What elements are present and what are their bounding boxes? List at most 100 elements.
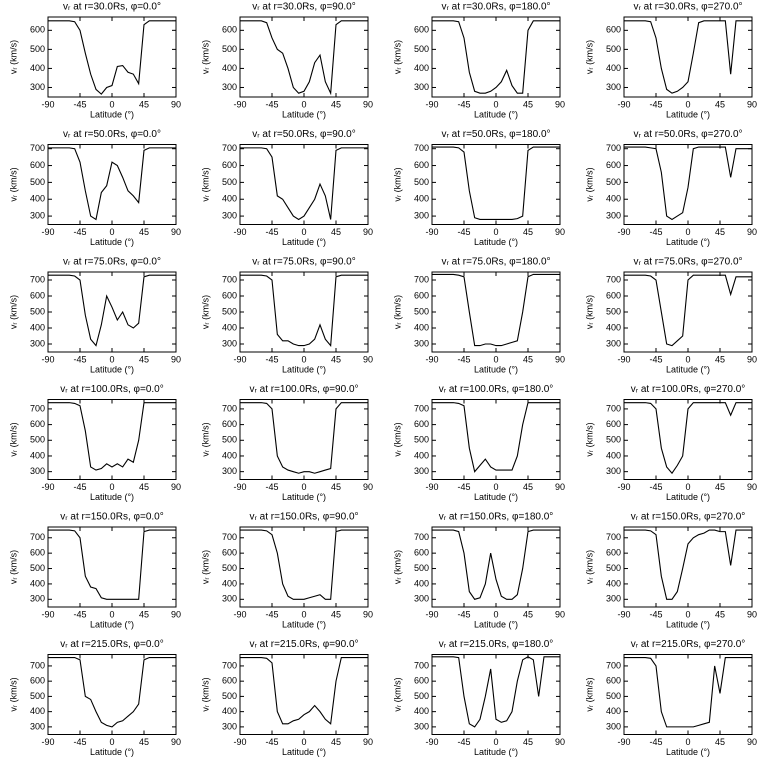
x-tick-label: 45 (139, 227, 149, 237)
x-tick-label: 45 (715, 482, 725, 492)
x-tick-label: 0 (301, 737, 306, 747)
x-axis-label: Latitude (°) (90, 492, 134, 502)
panel-title: vᵣ at r=215.0Rs, φ=270.0° (631, 639, 746, 650)
plot-frame (47, 144, 177, 225)
data-line (432, 529, 560, 600)
panel-title: vᵣ at r=50.0Rs, φ=90.0° (252, 129, 356, 140)
y-tick-label: 700 (222, 660, 237, 670)
data-line (432, 146, 560, 220)
y-axis-label: vᵣ (km/s) (8, 422, 18, 456)
y-tick-label: 300 (222, 466, 237, 476)
x-tick-label: -90 (233, 354, 246, 364)
x-tick-label: 90 (171, 737, 181, 747)
x-axis-label: Latitude (°) (474, 492, 518, 502)
panel-title: vᵣ at r=215.0Rs, φ=180.0° (439, 639, 554, 650)
y-tick-label: 600 (30, 160, 45, 170)
x-tick-label: 90 (555, 482, 565, 492)
y-tick-label: 300 (222, 338, 237, 348)
y-tick-label: 400 (222, 63, 237, 73)
plot-frame (431, 654, 561, 735)
y-tick-label: 300 (414, 338, 429, 348)
x-tick-label: 0 (685, 227, 690, 237)
plot-frame (47, 526, 177, 608)
x-tick-label: 45 (139, 354, 149, 364)
x-axis-label: Latitude (°) (282, 237, 326, 247)
x-tick-label: -45 (649, 227, 662, 237)
y-tick-label: 600 (414, 419, 429, 429)
x-tick-label: 90 (363, 99, 373, 109)
x-tick-label: -90 (233, 482, 246, 492)
x-tick-label: 45 (331, 609, 341, 619)
panel-title: vᵣ at r=100.0Rs, φ=270.0° (631, 384, 746, 395)
y-tick-label: 300 (606, 82, 621, 92)
panel: vᵣ at r=150.0Rs, φ=270.0° -90 -45 0 45 90 300 4… (584, 512, 757, 630)
x-tick-label: -90 (41, 99, 54, 109)
x-tick-label: -90 (425, 609, 438, 619)
x-tick-label: 90 (747, 482, 757, 492)
x-tick-label: 0 (493, 609, 498, 619)
y-tick-label: 700 (414, 660, 429, 670)
x-tick-label: -90 (233, 99, 246, 109)
x-tick-label: -90 (425, 482, 438, 492)
panel: vᵣ at r=215.0Rs, φ=180.0° -90 -45 0 45 90 300 4… (392, 639, 565, 757)
y-tick-label: 300 (606, 466, 621, 476)
data-line (48, 147, 176, 221)
y-tick-label: 700 (414, 143, 429, 153)
y-tick-label: 300 (222, 210, 237, 220)
x-axis-label: Latitude (°) (666, 237, 710, 247)
y-axis-label: vᵣ (km/s) (8, 167, 18, 201)
y-tick-label: 700 (222, 403, 237, 413)
x-tick-label: -90 (41, 482, 54, 492)
x-tick-label: 0 (301, 227, 306, 237)
x-tick-label: 0 (493, 227, 498, 237)
x-tick-label: 90 (747, 354, 757, 364)
x-tick-label: 45 (715, 227, 725, 237)
plot-frame (239, 399, 369, 480)
x-tick-label: -45 (73, 227, 86, 237)
x-tick-label: 90 (747, 227, 757, 237)
x-tick-label: -45 (649, 99, 662, 109)
x-tick-label: 45 (523, 737, 533, 747)
y-tick-label: 500 (222, 563, 237, 573)
plot-frame (47, 271, 177, 353)
x-tick-label: -90 (425, 227, 438, 237)
y-tick-label: 500 (606, 177, 621, 187)
x-tick-label: 0 (109, 99, 114, 109)
y-tick-label: 300 (222, 82, 237, 92)
y-tick-label: 600 (606, 160, 621, 170)
y-tick-label: 600 (30, 548, 45, 558)
y-tick-label: 600 (222, 290, 237, 300)
y-tick-label: 500 (414, 306, 429, 316)
panel: vᵣ at r=75.0Rs, φ=90.0° -90 -45 0 45 90 300 400… (200, 257, 373, 375)
plot-frame (239, 16, 369, 98)
y-tick-label: 700 (606, 403, 621, 413)
y-tick-label: 700 (222, 274, 237, 284)
x-tick-label: -90 (617, 482, 630, 492)
y-tick-label: 400 (414, 706, 429, 716)
plot-frame (623, 526, 753, 608)
x-tick-label: 45 (715, 354, 725, 364)
x-axis-label: Latitude (°) (90, 237, 134, 247)
x-axis-label: Latitude (°) (474, 109, 518, 119)
y-axis-label: vᵣ (km/s) (392, 677, 402, 711)
x-tick-label: -90 (233, 227, 246, 237)
x-tick-label: 0 (493, 737, 498, 747)
y-tick-label: 400 (30, 578, 45, 588)
x-tick-label: 0 (685, 737, 690, 747)
y-tick-label: 300 (30, 594, 45, 604)
data-line (240, 529, 368, 600)
x-tick-label: -45 (73, 482, 86, 492)
x-tick-label: 0 (685, 609, 690, 619)
y-tick-label: 300 (606, 338, 621, 348)
y-axis-label: vᵣ (km/s) (584, 422, 594, 456)
panel-title: vᵣ at r=150.0Rs, φ=270.0° (631, 512, 746, 523)
y-tick-label: 700 (222, 532, 237, 542)
panel-title: vᵣ at r=100.0Rs, φ=180.0° (439, 384, 554, 395)
x-tick-label: 45 (139, 737, 149, 747)
y-tick-label: 500 (414, 435, 429, 445)
panel-title: vᵣ at r=75.0Rs, φ=180.0° (441, 257, 550, 268)
y-tick-label: 300 (606, 210, 621, 220)
panel-title: vᵣ at r=215.0Rs, φ=0.0° (60, 639, 164, 650)
y-tick-label: 400 (222, 450, 237, 460)
